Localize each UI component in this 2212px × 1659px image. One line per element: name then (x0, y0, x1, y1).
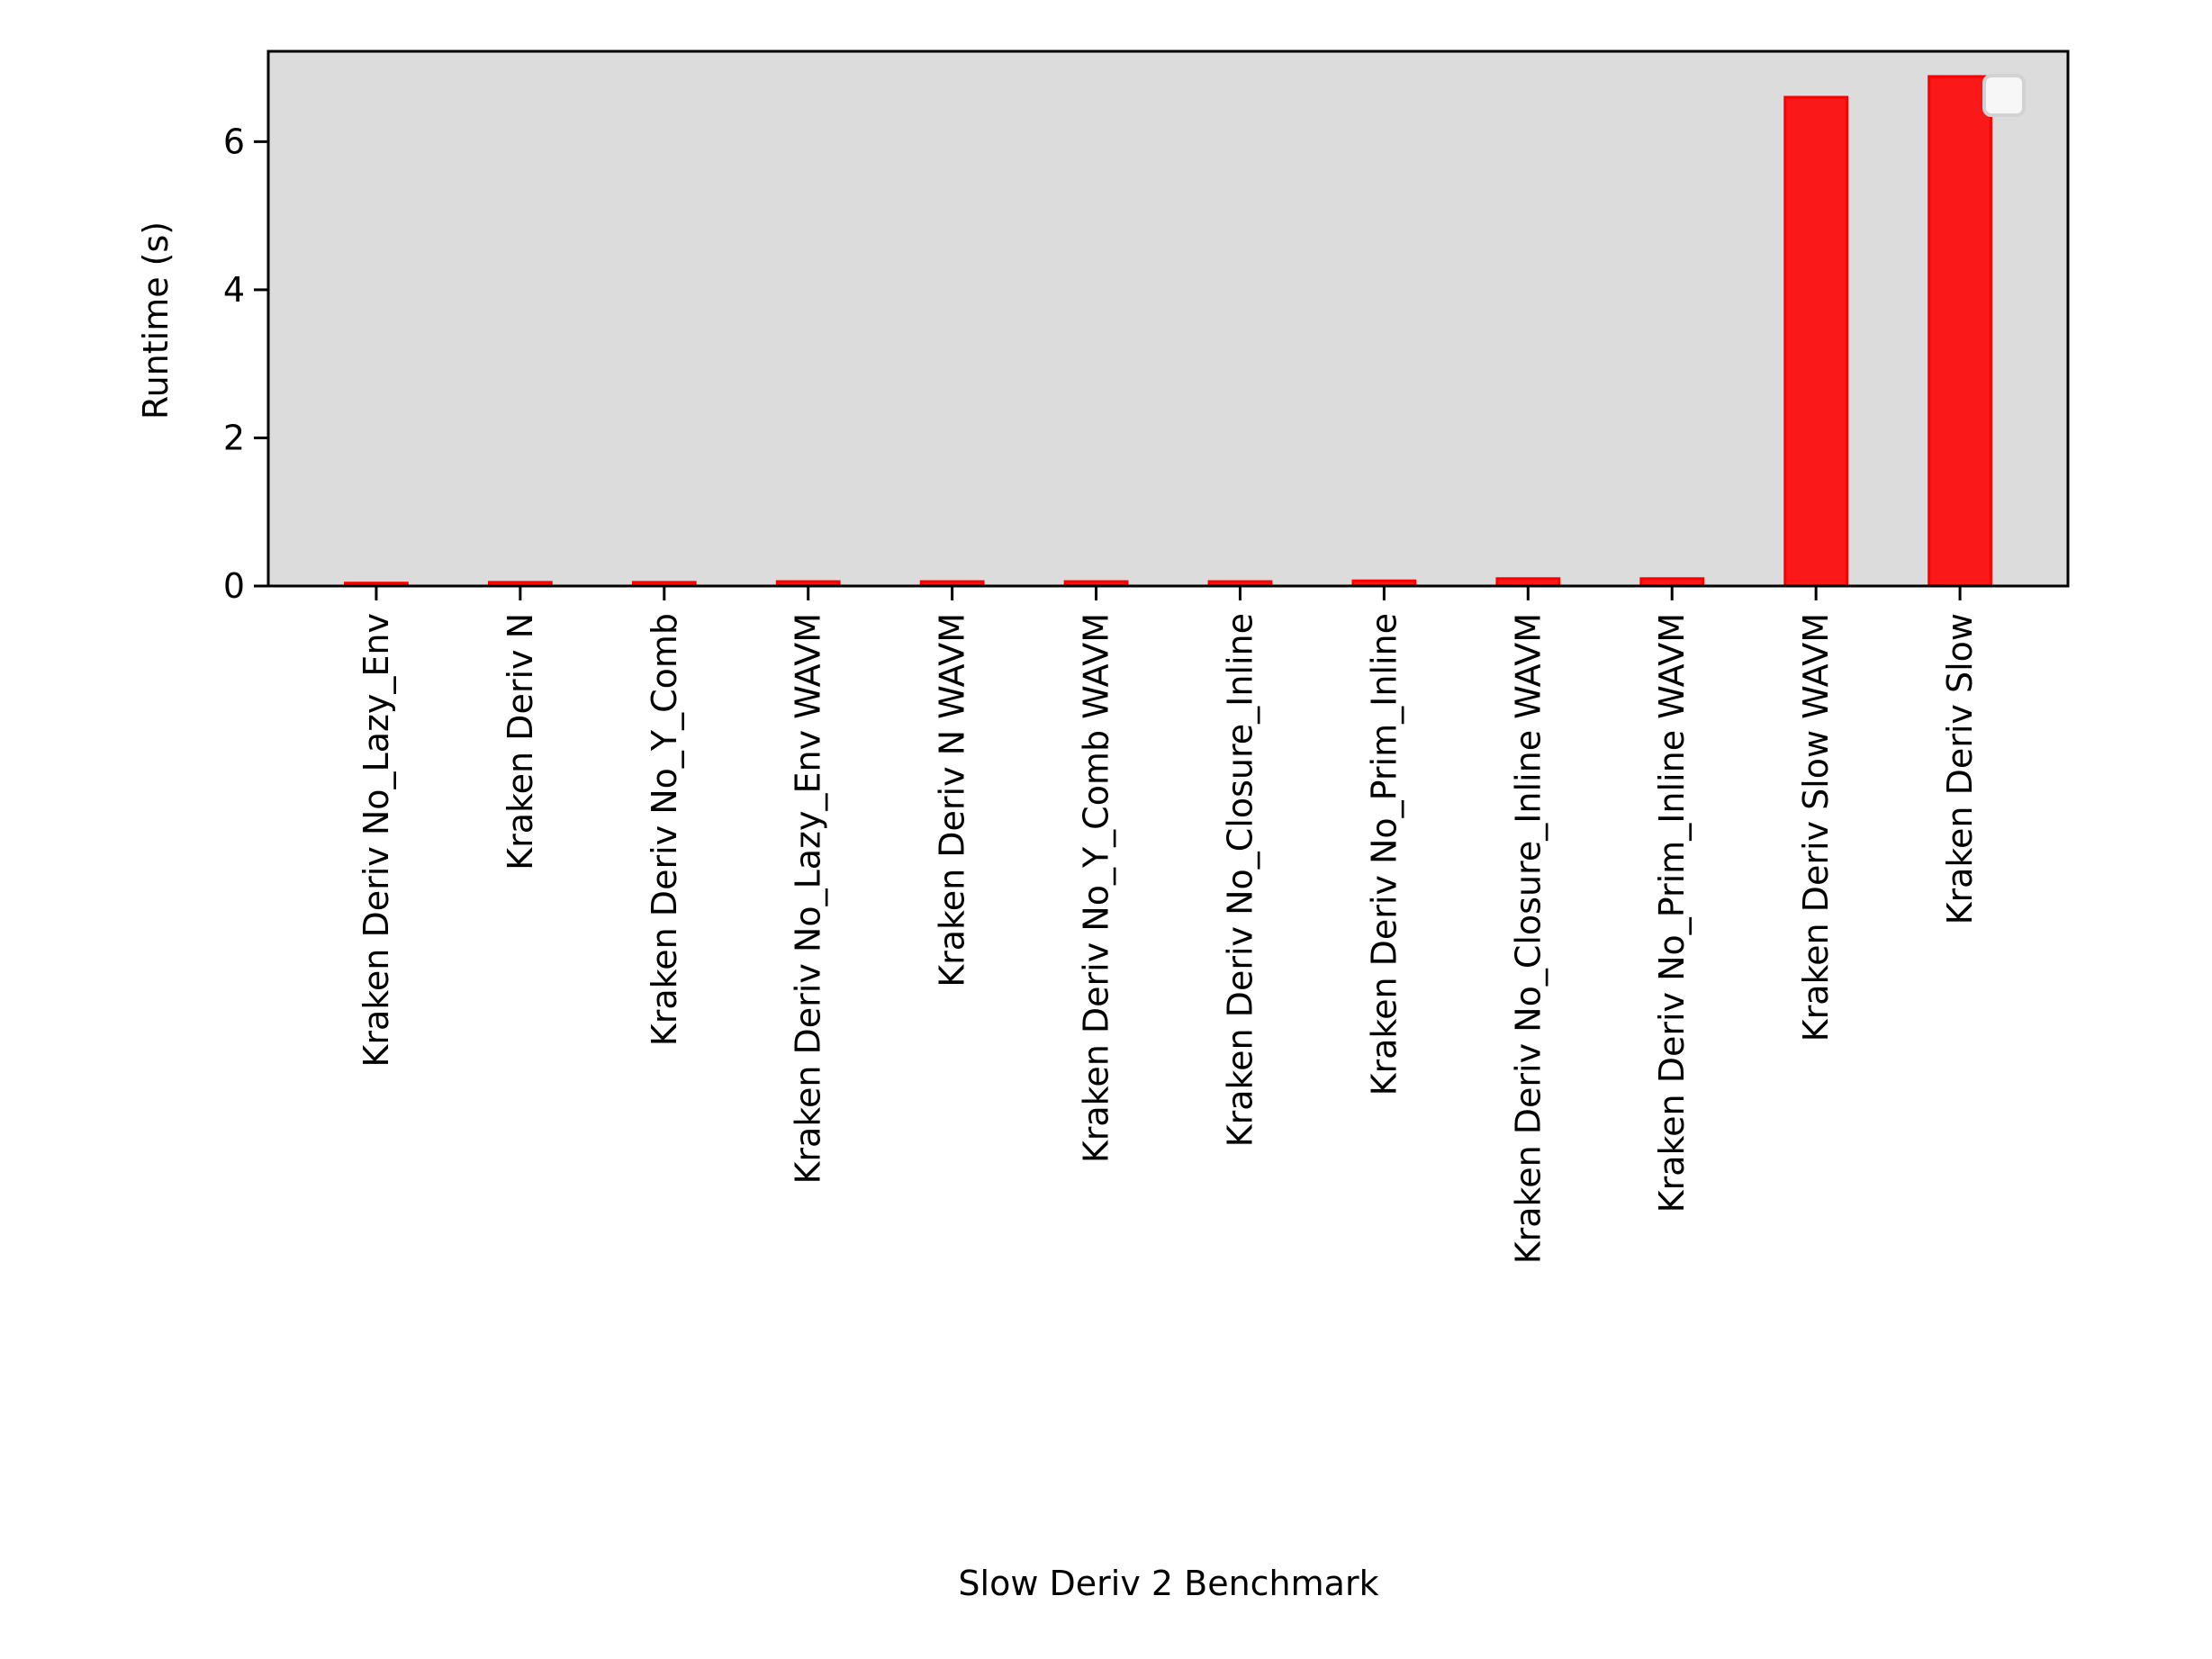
bar (1928, 75, 1992, 588)
y-tick-label: 0 (223, 566, 245, 606)
x-tick-label: Kraken Deriv No_Prim_Inline (1364, 613, 1404, 1095)
legend-box (1982, 74, 2026, 117)
x-tick-label: Kraken Deriv N WAVM (933, 613, 972, 987)
x-tick-label: Kraken Deriv No_Prim_Inline WAVM (1652, 613, 1692, 1213)
plot-frame (266, 50, 2070, 588)
x-tick-label: Kraken Deriv No_Lazy_Env WAVM (789, 613, 828, 1184)
x-tick-label: Kraken Deriv No_Closure_Inline WAVM (1508, 613, 1548, 1264)
x-tick-label: Kraken Deriv No_Closure_Inline (1220, 613, 1259, 1147)
plot-background (268, 51, 2068, 586)
bar (1783, 95, 1849, 588)
y-axis-label: Runtime (s) (136, 221, 176, 419)
y-tick-label: 6 (223, 122, 245, 161)
x-tick-label: Kraken Deriv Slow (1940, 613, 1980, 924)
x-tick-label: Kraken Deriv No_Lazy_Env (357, 613, 396, 1068)
x-tick-label: Kraken Deriv No_Y_Comb WAVM (1077, 613, 1116, 1163)
x-tick-label: Kraken Deriv No_Y_Comb (645, 613, 684, 1046)
y-tick-label: 4 (223, 270, 245, 310)
x-axis-label: Slow Deriv 2 Benchmark (958, 1564, 1378, 1603)
y-tick-label: 2 (223, 418, 245, 457)
x-tick-label: Kraken Deriv Slow WAVM (1796, 613, 1836, 1041)
x-tick-label: Kraken Deriv N (501, 613, 540, 870)
